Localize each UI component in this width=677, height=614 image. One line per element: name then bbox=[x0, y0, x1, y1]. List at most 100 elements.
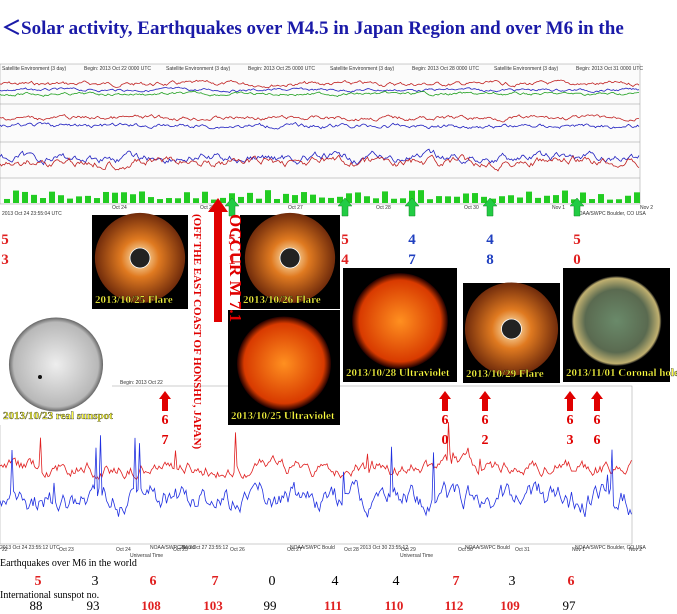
kp-bar bbox=[409, 190, 415, 203]
earthquake-count: 5 bbox=[35, 574, 42, 589]
caption: 2013/10/29 Flare bbox=[466, 368, 544, 380]
panel-header: Begin: 2013 Oct 31 0000 UTC bbox=[576, 66, 643, 72]
panel-header: Begin: 2013 Oct 22 bbox=[120, 380, 163, 386]
kp-bar bbox=[283, 193, 289, 203]
arrow bbox=[479, 391, 491, 411]
caption: 2013/10/28 Ultraviolet bbox=[346, 367, 450, 379]
kp-bar bbox=[607, 199, 613, 203]
magnitude: 5 bbox=[573, 232, 581, 248]
magnitude: 4 bbox=[408, 232, 416, 248]
kp-bar bbox=[508, 195, 514, 203]
kp-bar bbox=[625, 195, 631, 203]
kp-bar bbox=[634, 192, 640, 203]
panel-footer: NOAA/SWPC Bould bbox=[290, 545, 335, 551]
kp-bar bbox=[94, 198, 100, 203]
kp-bar bbox=[139, 191, 145, 203]
kp-bar bbox=[589, 199, 595, 203]
kp-bar bbox=[337, 196, 343, 203]
trace bbox=[0, 114, 639, 123]
caption: 2013/10/25 Flare bbox=[95, 294, 173, 306]
axis-label: Oct 25 bbox=[173, 547, 188, 553]
axis-label: Oct 30 bbox=[464, 205, 479, 211]
panel-footer: NOAA/SWPC Bould bbox=[465, 545, 510, 551]
occulter bbox=[129, 247, 151, 269]
kp-bar bbox=[76, 196, 82, 203]
kp-bar bbox=[31, 194, 37, 203]
axis-label: Oct 26 bbox=[230, 547, 245, 553]
caption: 2013/10/25 Ultraviolet bbox=[231, 410, 335, 422]
panel-header: Satellite Environment (3 day) bbox=[166, 66, 231, 72]
trace bbox=[0, 422, 632, 481]
trace bbox=[0, 148, 640, 166]
axis-label: Oct 23 bbox=[59, 547, 74, 553]
row-label: Earthquakes over M6 in the world bbox=[0, 558, 137, 569]
panel-header: Satellite Environment (3 day) bbox=[330, 66, 395, 72]
magnitude: 6 bbox=[567, 413, 574, 428]
magnitude: 7 bbox=[408, 252, 416, 268]
axis-label: Oct 28 bbox=[376, 205, 391, 211]
earthquake-count: 7 bbox=[453, 574, 460, 589]
kp-bar bbox=[445, 196, 451, 203]
earthquake-count: 6 bbox=[150, 574, 157, 589]
axis-label: Nov 1 bbox=[552, 205, 565, 211]
trace bbox=[0, 79, 640, 89]
magnitude: 3 bbox=[567, 433, 574, 448]
kp-bar bbox=[463, 193, 469, 203]
x-label: Universal Time bbox=[400, 553, 433, 559]
axis-label: Nov 2 bbox=[640, 205, 653, 211]
sun bbox=[571, 276, 662, 366]
kp-bar bbox=[220, 197, 226, 203]
magnitude: 3 bbox=[1, 252, 9, 268]
magnitude: 2 bbox=[482, 433, 489, 448]
kp-bar bbox=[157, 199, 163, 203]
sunspot-number: 99 bbox=[264, 598, 277, 613]
arrow bbox=[591, 391, 603, 411]
kp-bar bbox=[472, 193, 478, 203]
sunspot-number: 112 bbox=[445, 598, 464, 613]
magnitude: 6 bbox=[594, 413, 601, 428]
magnitude: 4 bbox=[341, 252, 349, 268]
axis-label: Oct 28 bbox=[344, 547, 359, 553]
x-label: Universal Time bbox=[130, 553, 163, 559]
panel-footer: NOAA/SWPC Boulder, CO USA bbox=[575, 211, 647, 217]
kp-bar bbox=[202, 191, 208, 203]
kp-bar bbox=[328, 197, 334, 203]
kp-bar bbox=[382, 191, 388, 203]
arrow bbox=[439, 391, 451, 411]
caption: 2013/10/26 Flare bbox=[243, 294, 321, 306]
earthquake-count: 7 bbox=[212, 574, 219, 589]
kp-bar bbox=[310, 194, 316, 203]
panel-header: Begin: 2013 Oct 22 0000 UTC bbox=[84, 66, 151, 72]
kp-bar bbox=[580, 192, 586, 203]
kp-bar bbox=[301, 192, 307, 203]
arrow bbox=[564, 391, 576, 411]
magnitude: 8 bbox=[486, 252, 494, 268]
kp-bar bbox=[400, 198, 406, 203]
kp-bar bbox=[166, 198, 172, 203]
kp-bar bbox=[211, 199, 217, 203]
kp-bar bbox=[553, 195, 559, 203]
occur-sub: (OFF THE EAST COAST OF HONSHU, JAPAN) bbox=[191, 214, 203, 450]
kp-bar bbox=[256, 198, 262, 203]
axis-label: Oct 29 bbox=[401, 547, 416, 553]
panel-footer: NOAA/SWPC Boulder, CO USA bbox=[575, 545, 647, 551]
panel-header: Begin: 2013 Oct 25 0000 UTC bbox=[248, 66, 315, 72]
arrow bbox=[569, 197, 585, 217]
axis-label: Oct 25 bbox=[200, 205, 215, 211]
trace bbox=[0, 90, 639, 97]
sunspot-number: 93 bbox=[87, 598, 100, 613]
kp-bar bbox=[535, 197, 541, 203]
panel-header: Satellite Environment (3 day) bbox=[2, 66, 67, 72]
panel-footer: 2013 Oct 30 23:55:12 bbox=[360, 545, 408, 551]
trace bbox=[0, 153, 640, 172]
kp-bar bbox=[490, 198, 496, 203]
earthquake-count: 0 bbox=[269, 574, 276, 589]
magnitude: 5 bbox=[1, 232, 9, 248]
sunspot-number: 108 bbox=[141, 598, 161, 613]
kp-bar bbox=[13, 190, 19, 203]
title: ＜Solar activity, Earthquakes over M4.5 i… bbox=[2, 18, 624, 39]
axis-label: Oct 31 bbox=[515, 547, 530, 553]
magnitude: 6 bbox=[442, 413, 449, 428]
row-label: International sunspot no. bbox=[0, 590, 99, 601]
trace bbox=[0, 121, 640, 130]
